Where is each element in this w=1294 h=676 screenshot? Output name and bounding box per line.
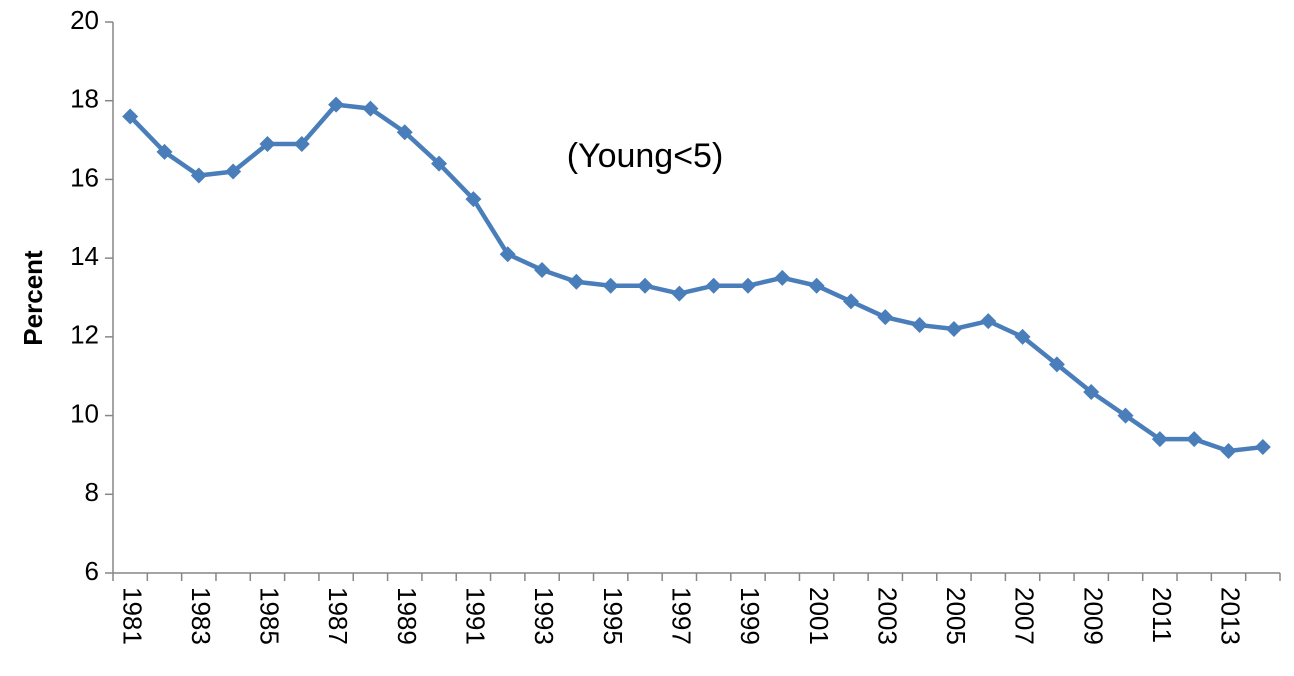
x-tick-label: 2013 <box>1216 587 1246 645</box>
marker <box>431 155 448 172</box>
x-tick-label: 2011 <box>1147 587 1177 643</box>
marker <box>396 124 413 141</box>
x-tick-label: 1991 <box>461 587 491 645</box>
marker <box>1151 431 1168 448</box>
marker <box>739 277 756 294</box>
x-tick-label: 1989 <box>392 587 422 645</box>
x-tick-label: 1997 <box>666 587 696 645</box>
marker <box>259 136 276 153</box>
marker <box>980 313 997 330</box>
x-tick-label: 2007 <box>1010 587 1040 645</box>
marker <box>637 277 654 294</box>
marker <box>602 277 619 294</box>
marker <box>911 317 928 334</box>
marker <box>499 246 516 263</box>
marker <box>842 293 859 310</box>
marker <box>362 100 379 117</box>
marker <box>1083 383 1100 400</box>
x-tick-label: 2003 <box>872 587 902 645</box>
y-axis-title: Percent <box>18 250 48 346</box>
marker <box>808 277 825 294</box>
marker <box>156 143 173 160</box>
y-tick-label: 6 <box>85 556 99 586</box>
marker <box>1014 328 1031 345</box>
y-tick-label: 12 <box>70 320 99 350</box>
marker <box>945 320 962 337</box>
line <box>128 102 1264 454</box>
marker <box>328 96 345 113</box>
marker <box>1220 442 1237 459</box>
x-tick-label: 1981 <box>117 587 147 645</box>
annotation: (Young<5) <box>567 137 724 175</box>
marker <box>568 273 585 290</box>
marker <box>1048 356 1065 373</box>
marker <box>1117 407 1134 424</box>
x-tick-label: 2009 <box>1078 587 1108 645</box>
marker <box>774 269 791 286</box>
x-tick-label: 1995 <box>598 587 628 645</box>
marker <box>705 277 722 294</box>
x-tick-label: 1987 <box>323 587 353 645</box>
marker <box>671 285 688 302</box>
marker <box>190 167 207 184</box>
x-tick-label: 1985 <box>255 587 285 645</box>
marker <box>293 136 310 153</box>
x-tick-label: 1999 <box>735 587 765 645</box>
y-tick-label: 18 <box>70 84 99 114</box>
y-tick-label: 20 <box>70 5 99 35</box>
y-tick-label: 14 <box>70 241 99 271</box>
x-tick-label: 2005 <box>941 587 971 645</box>
x-tick-label: 1983 <box>186 587 216 645</box>
y-tick-label: 16 <box>70 162 99 192</box>
x-tick-label: 1993 <box>529 587 559 645</box>
marker <box>122 108 139 125</box>
y-tick-label: 8 <box>85 477 99 507</box>
marker <box>534 261 551 278</box>
marker <box>1254 439 1271 456</box>
x-tick-label: 2001 <box>804 587 834 645</box>
marker <box>225 163 242 180</box>
marker <box>1186 431 1203 448</box>
y-tick-label: 10 <box>70 398 99 428</box>
marker <box>877 309 894 326</box>
marker <box>465 191 482 208</box>
